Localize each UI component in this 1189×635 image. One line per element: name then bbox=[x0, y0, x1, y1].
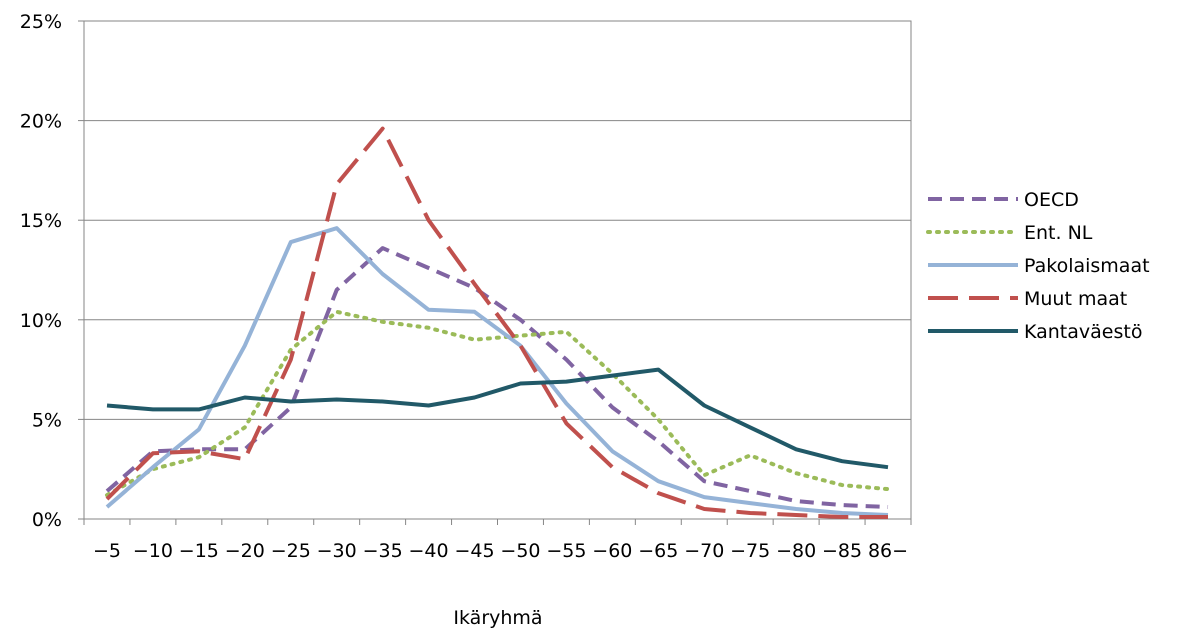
legend-label: Ent. NL bbox=[1024, 222, 1093, 244]
x-tick-label: −5 bbox=[93, 540, 121, 562]
legend-label: Kantaväestö bbox=[1024, 321, 1142, 343]
y-tick-label: 20% bbox=[20, 111, 62, 133]
x-tick-label: −40 bbox=[409, 540, 449, 562]
series-line-pakolaismaat bbox=[107, 228, 888, 515]
y-tick-label: 10% bbox=[20, 310, 62, 332]
x-tick-label: −80 bbox=[776, 540, 816, 562]
x-axis-title: Ikäryhmä bbox=[453, 607, 542, 629]
y-tick-label: 0% bbox=[32, 509, 62, 531]
legend-label: Muut maat bbox=[1024, 288, 1127, 310]
legend-label: OECD bbox=[1024, 189, 1079, 211]
x-tick-label: −60 bbox=[592, 540, 632, 562]
x-tick-label: −55 bbox=[546, 540, 586, 562]
x-tick-label: −75 bbox=[730, 540, 770, 562]
x-axis-ticks: −5 −10 −15 −20 −25 −30 −35 −40 −45 −50 −55 −60 −65 −7… bbox=[84, 519, 911, 562]
x-tick-label: −70 bbox=[684, 540, 724, 562]
x-tick-label: −10 bbox=[133, 540, 173, 562]
y-tick-label: 15% bbox=[20, 210, 62, 232]
y-tick-label: 25% bbox=[20, 11, 62, 33]
x-tick-label: −15 bbox=[179, 540, 219, 562]
x-tick-label: −30 bbox=[317, 540, 357, 562]
x-tick-label: −35 bbox=[363, 540, 403, 562]
x-tick-label: −45 bbox=[454, 540, 494, 562]
x-tick-label: 86− bbox=[868, 540, 908, 562]
series-line-oecd bbox=[107, 248, 888, 507]
x-tick-label: −85 bbox=[822, 540, 862, 562]
series-lines bbox=[107, 129, 888, 517]
legend: OECD Ent. NL Pakolaismaat Muut maat Kantaväe… bbox=[928, 189, 1150, 343]
x-tick-label: −20 bbox=[225, 540, 265, 562]
x-tick-label: −25 bbox=[271, 540, 311, 562]
series-line-muut-maat bbox=[107, 129, 888, 517]
legend-label: Pakolaismaat bbox=[1024, 255, 1150, 277]
x-tick-label: −50 bbox=[500, 540, 540, 562]
y-tick-label: 5% bbox=[32, 409, 62, 431]
y-axis-ticks: 0% 5% 10% 15% 20% 25% bbox=[20, 11, 84, 531]
x-tick-label: −65 bbox=[638, 540, 678, 562]
